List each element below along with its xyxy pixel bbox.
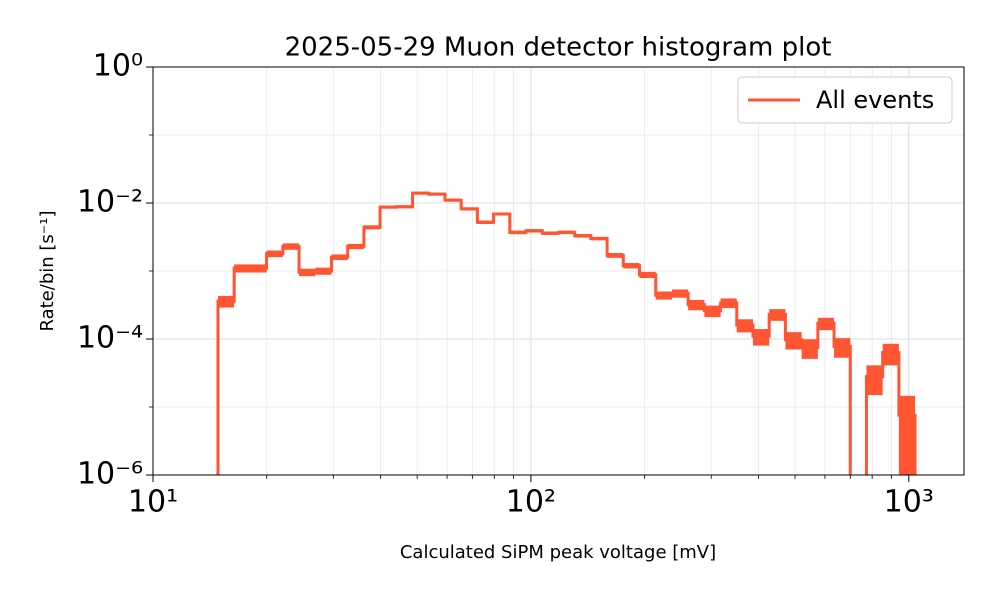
error-band bbox=[866, 365, 883, 396]
y-tick-label: 10⁻² bbox=[77, 185, 143, 220]
legend-box bbox=[737, 76, 953, 124]
x-tick-label: 10³ bbox=[884, 485, 934, 520]
x-axis-label: Calculated SiPM peak voltage [mV] bbox=[400, 542, 716, 563]
error-band bbox=[834, 338, 851, 358]
error-band bbox=[801, 339, 818, 359]
y-tick-label: 10⁻⁴ bbox=[77, 321, 143, 356]
error-band bbox=[882, 343, 899, 366]
step-outline bbox=[216, 191, 917, 475]
chart-title: 2025-05-29 Muon detector histogram plot bbox=[285, 33, 832, 63]
error-band bbox=[898, 395, 916, 475]
y-axis-label: Rate/bin [s⁻¹] bbox=[37, 210, 58, 331]
plot-area bbox=[216, 191, 917, 475]
plot-frame bbox=[152, 66, 965, 476]
y-tick-label: 10⁻⁶ bbox=[77, 457, 143, 492]
x-tick-label: 10² bbox=[506, 485, 556, 520]
legend-label: All events bbox=[816, 86, 934, 114]
x-tick-label: 10¹ bbox=[128, 485, 178, 520]
y-tick-label: 10⁰ bbox=[93, 49, 143, 84]
